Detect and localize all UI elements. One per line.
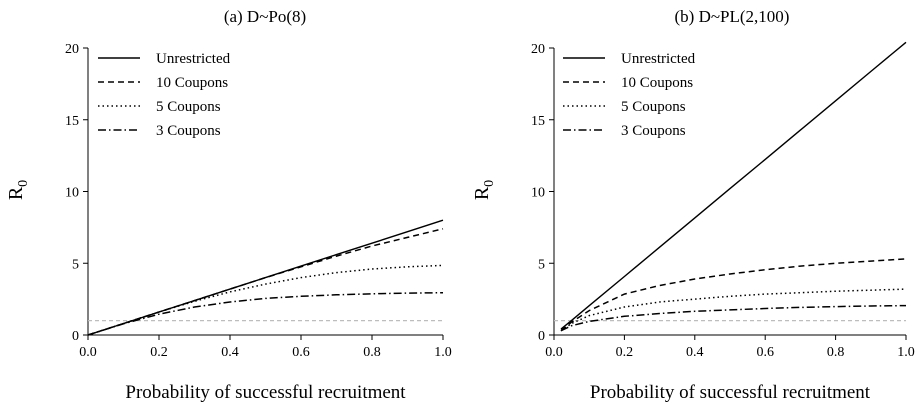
y-tick-label: 15: [531, 114, 545, 129]
x-tick-label: 0.2: [150, 345, 168, 360]
series-line-unrestricted: [560, 41, 907, 330]
x-axis-label: Probability of successful recruitment: [125, 382, 406, 403]
y-tick-label: 20: [531, 42, 545, 57]
chart-title: (b) D~PL(2,100): [675, 7, 790, 26]
x-tick-label: 1.0: [434, 345, 452, 360]
x-tick-label: 0.6: [756, 345, 774, 360]
series-line-3-coupons: [87, 291, 444, 336]
y-tick-label: 0: [538, 329, 545, 344]
x-tick-label: 0.8: [363, 345, 381, 360]
legend: Unrestricted 10 Coupons 5 Coupons 3 Coupons: [98, 51, 231, 139]
y-tick-label: 5: [538, 257, 545, 272]
x-tick-label: 0.2: [616, 345, 634, 360]
y-axis-label-main: R: [5, 186, 27, 200]
y-tick-label: 10: [531, 186, 545, 201]
y-tick-label: 5: [72, 257, 79, 272]
series-line-3-coupons: [560, 304, 907, 332]
legend-label: 5 Coupons: [156, 99, 221, 115]
x-tick-label: 0.0: [545, 345, 563, 360]
series-line-5-coupons: [87, 264, 444, 336]
y-axis-label-subscript: 0: [16, 180, 31, 187]
legend: Unrestricted 10 Coupons 5 Coupons 3 Coupons: [563, 51, 696, 139]
y-axis-label-main: R: [471, 186, 493, 200]
x-tick-label: 1.0: [897, 345, 915, 360]
legend-label: 5 Coupons: [621, 99, 686, 115]
x-tick-label: 0.0: [79, 345, 97, 360]
legend-label: 3 Coupons: [156, 123, 221, 139]
legend-label: 10 Coupons: [621, 75, 693, 91]
y-tick-label: 15: [65, 114, 79, 129]
x-tick-label: 0.6: [292, 345, 310, 360]
legend-label: Unrestricted: [156, 51, 231, 67]
y-axis-label: R0: [5, 180, 31, 200]
y-tick-label: 0: [72, 329, 79, 344]
chart-panel-b: (b) D~PL(2,100) 0 5 10 15 20 0.0 0.2 0.4 0.6 0.8 1.…: [471, 7, 915, 403]
y-axis-label: R0: [471, 180, 497, 200]
x-tick-label: 0.8: [827, 345, 845, 360]
y-tick-label: 20: [65, 42, 79, 57]
chart-panel-a: (a) D~Po(8) 0 5 10 15 20 0.0 0.2 0.4 0.6 0.8 1.0 Pro…: [5, 7, 452, 403]
x-tick-label: 0.4: [221, 345, 239, 360]
svg-text:R0: R0: [5, 180, 31, 200]
legend-label: 10 Coupons: [156, 75, 228, 91]
series-line-10-coupons: [87, 228, 444, 336]
series-line-10-coupons: [560, 258, 907, 332]
legend-label: Unrestricted: [621, 51, 696, 67]
legend-label: 3 Coupons: [621, 123, 686, 139]
y-axis-label-subscript: 0: [482, 180, 497, 187]
svg-text:R0: R0: [471, 180, 497, 200]
y-tick-label: 10: [65, 186, 79, 201]
x-tick-label: 0.4: [686, 345, 704, 360]
chart-title: (a) D~Po(8): [224, 7, 306, 26]
x-axis-label: Probability of successful recruitment: [590, 382, 871, 403]
